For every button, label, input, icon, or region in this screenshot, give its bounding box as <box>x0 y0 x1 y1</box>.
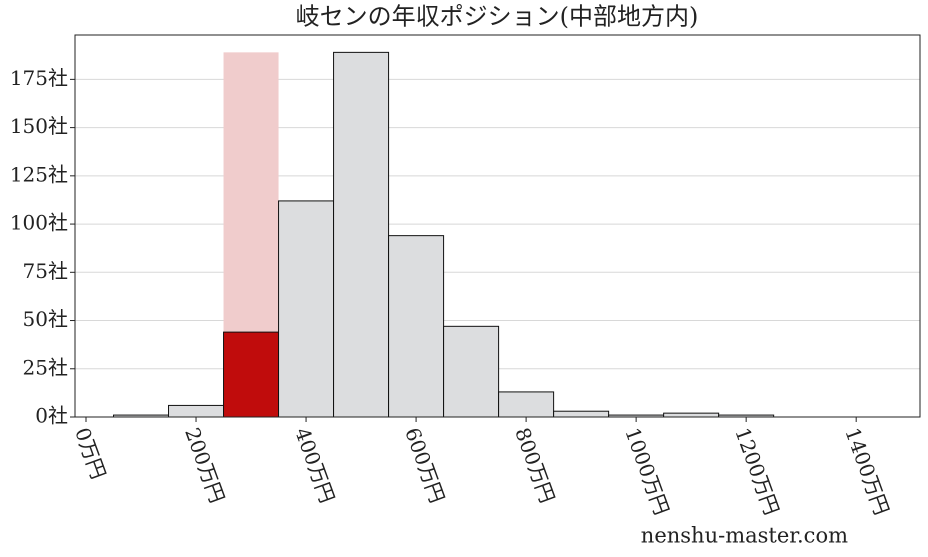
y-tick-label: 150社 <box>10 114 68 138</box>
y-tick-label: 100社 <box>10 211 68 235</box>
watermark: nenshu-master.com <box>641 524 848 548</box>
bar <box>553 410 610 418</box>
x-tick-label: 0万円 <box>70 424 111 482</box>
y-tick-label: 50社 <box>23 307 68 331</box>
y-tick-label: 75社 <box>23 259 68 283</box>
y-tick-label: 125社 <box>10 162 68 186</box>
x-tick-label: 1200万円 <box>730 424 784 518</box>
bar <box>498 391 555 418</box>
bar <box>663 412 720 418</box>
y-tick-label: 175社 <box>10 66 68 90</box>
bar <box>388 235 445 418</box>
bar <box>278 200 335 418</box>
bar <box>333 51 390 418</box>
x-tick-label: 1000万円 <box>620 424 674 518</box>
chart-title: 岐センの年収ポジション(中部地方内) <box>296 3 699 31</box>
x-tick-label: 1400万円 <box>840 424 894 518</box>
x-tick-label: 400万円 <box>290 424 339 506</box>
x-tick-label: 200万円 <box>180 424 229 506</box>
bar <box>168 404 225 418</box>
y-tick-label: 25社 <box>23 355 68 379</box>
bar <box>443 325 500 418</box>
bar <box>223 331 280 418</box>
y-tick-label: 0社 <box>35 404 68 428</box>
x-tick-label: 600万円 <box>400 424 449 506</box>
plot-frame <box>74 34 921 418</box>
x-tick-label: 800万円 <box>510 424 559 506</box>
